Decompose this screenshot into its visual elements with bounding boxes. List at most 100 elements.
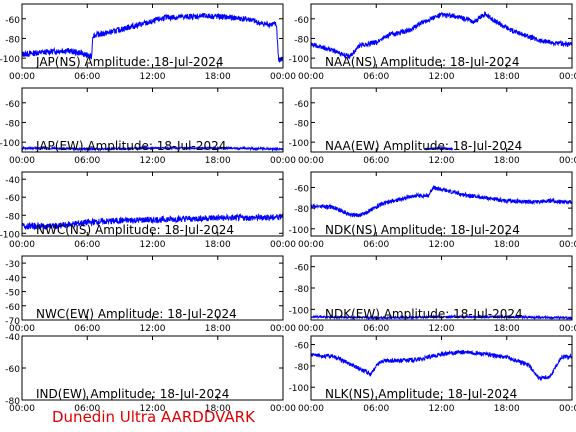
x-tick-label: 06:00 bbox=[74, 72, 100, 82]
y-tick-label: -60 bbox=[294, 16, 309, 26]
series-line bbox=[21, 12, 284, 64]
x-tick-label: 18:00 bbox=[494, 72, 520, 82]
chart-title: NLK(NS) Amplitude: 18-Jul-2024 bbox=[325, 387, 517, 401]
x-tick-label: 00:00 bbox=[270, 240, 296, 250]
y-tick-label: -60 bbox=[5, 303, 20, 313]
amplitude-panel: -70 -60 -50 -40 -30 00:00 06:00 12:00 18:00 00:00… bbox=[5, 255, 296, 334]
x-tick-label: 06:00 bbox=[363, 156, 389, 166]
x-tick-label: 00:00 bbox=[9, 240, 35, 250]
y-tick-label: -80 bbox=[294, 363, 309, 373]
x-tick-label: 00:00 bbox=[298, 72, 324, 82]
x-tick-label: 18:00 bbox=[205, 324, 231, 334]
x-tick-label: 00:00 bbox=[559, 240, 576, 250]
chart-title: NWC(EW) Amplitude: 18-Jul-2024 bbox=[36, 307, 237, 321]
y-tick-label: -40 bbox=[5, 333, 20, 343]
x-tick-label: 00:00 bbox=[298, 240, 324, 250]
x-tick-label: 06:00 bbox=[363, 72, 389, 82]
amplitude-panel: -100-80-6000:0006:0012:0018:0000:00NAA(N… bbox=[289, 3, 576, 82]
x-tick-label: 00:00 bbox=[9, 72, 35, 82]
x-tick-label: 06:00 bbox=[363, 324, 389, 334]
y-tick-label: -60 bbox=[294, 184, 309, 194]
y-tick-label: -100 bbox=[0, 55, 20, 65]
series-line bbox=[310, 185, 573, 218]
y-tick-label: -100 bbox=[289, 384, 310, 394]
y-tick-label: -100 bbox=[0, 139, 20, 149]
x-tick-label: 12:00 bbox=[429, 404, 455, 414]
x-tick-label: 12:00 bbox=[140, 404, 166, 414]
x-tick-label: 12:00 bbox=[140, 72, 166, 82]
x-tick-label: 18:00 bbox=[205, 240, 231, 250]
y-tick-label: -80 bbox=[5, 212, 20, 222]
y-tick-label: -60 bbox=[294, 100, 309, 110]
x-tick-label: 00:00 bbox=[9, 404, 35, 414]
x-tick-label: 00:00 bbox=[559, 324, 576, 334]
x-tick-label: 18:00 bbox=[494, 404, 520, 414]
x-tick-label: 00:00 bbox=[559, 156, 576, 166]
x-tick-label: 12:00 bbox=[140, 156, 166, 166]
y-tick-label: -100 bbox=[289, 55, 310, 65]
x-tick-label: 06:00 bbox=[363, 404, 389, 414]
y-tick-label: -100 bbox=[0, 230, 20, 240]
y-tick-label: -80 bbox=[294, 35, 309, 45]
x-tick-label: 06:00 bbox=[363, 240, 389, 250]
chart-title: IND(EW) Amplitude: 18-Jul-2024 bbox=[36, 387, 229, 401]
y-tick-label: -80 bbox=[5, 119, 20, 129]
y-tick-label: -40 bbox=[5, 274, 20, 284]
y-tick-label: -40 bbox=[5, 176, 20, 186]
y-tick-label: -60 bbox=[5, 100, 20, 110]
chart-title: JAP(NS) Amplitude: 18-Jul-2024 bbox=[35, 55, 224, 69]
y-tick-label: -80 bbox=[294, 205, 309, 215]
y-tick-label: -80 bbox=[294, 285, 309, 295]
x-tick-label: 12:00 bbox=[429, 156, 455, 166]
x-tick-label: 18:00 bbox=[494, 156, 520, 166]
series-line bbox=[310, 349, 573, 381]
x-tick-label: 12:00 bbox=[429, 240, 455, 250]
chart-title: NDK(NS) Amplitude: 18-Jul-2024 bbox=[325, 223, 520, 237]
x-tick-label: 12:00 bbox=[429, 72, 455, 82]
y-tick-label: -60 bbox=[294, 342, 309, 352]
x-tick-label: 18:00 bbox=[205, 156, 231, 166]
y-tick-label: -100 bbox=[289, 226, 310, 236]
y-tick-label: -60 bbox=[5, 365, 20, 375]
y-tick-label: -50 bbox=[5, 289, 20, 299]
x-tick-label: 12:00 bbox=[429, 324, 455, 334]
x-tick-label: 12:00 bbox=[140, 240, 166, 250]
x-tick-label: 00:00 bbox=[9, 324, 35, 334]
amplitude-panel: -100-80-6000:0006:0012:0018:0000:00NLK(N… bbox=[289, 335, 576, 414]
x-tick-label: 00:00 bbox=[559, 72, 576, 82]
x-tick-label: 00:00 bbox=[9, 156, 35, 166]
y-tick-label: -100 bbox=[289, 139, 310, 149]
x-tick-label: 06:00 bbox=[74, 404, 100, 414]
x-tick-label: 18:00 bbox=[494, 240, 520, 250]
x-tick-label: 00:00 bbox=[270, 72, 296, 82]
series-line bbox=[21, 212, 284, 231]
chart-title: NDK(EW) Amplitude: 18-Jul-2024 bbox=[325, 307, 523, 321]
y-tick-label: -60 bbox=[5, 16, 20, 26]
footer-label: Dunedin Ultra AARDDVARK bbox=[52, 408, 255, 426]
series-line bbox=[21, 145, 284, 152]
y-tick-label: -80 bbox=[5, 397, 20, 407]
chart-title: NWC(NS) Amplitude: 18-Jul-2024 bbox=[36, 223, 234, 237]
x-tick-label: 18:00 bbox=[205, 72, 231, 82]
chart-title: NAA(EW) Amplitude: 18-Jul-2024 bbox=[325, 139, 522, 153]
x-tick-label: 00:00 bbox=[298, 324, 324, 334]
x-tick-label: 18:00 bbox=[494, 324, 520, 334]
x-tick-label: 00:00 bbox=[270, 156, 296, 166]
chart-title: NAA(NS) Amplitude: 18-Jul-2024 bbox=[325, 55, 519, 69]
y-tick-label: -80 bbox=[294, 119, 309, 129]
x-tick-label: 00:00 bbox=[559, 404, 576, 414]
x-tick-label: 18:00 bbox=[205, 404, 231, 414]
x-tick-label: 00:00 bbox=[270, 404, 296, 414]
x-tick-label: 06:00 bbox=[74, 156, 100, 166]
x-tick-label: 00:00 bbox=[298, 404, 324, 414]
x-tick-label: 12:00 bbox=[140, 324, 166, 334]
amplitude-panel: -100-80-6000:0006:0012:0018:0000:00NAA(E… bbox=[289, 87, 576, 166]
x-tick-label: 06:00 bbox=[74, 324, 100, 334]
y-tick-label: -60 bbox=[5, 194, 20, 204]
series-line bbox=[424, 146, 453, 151]
